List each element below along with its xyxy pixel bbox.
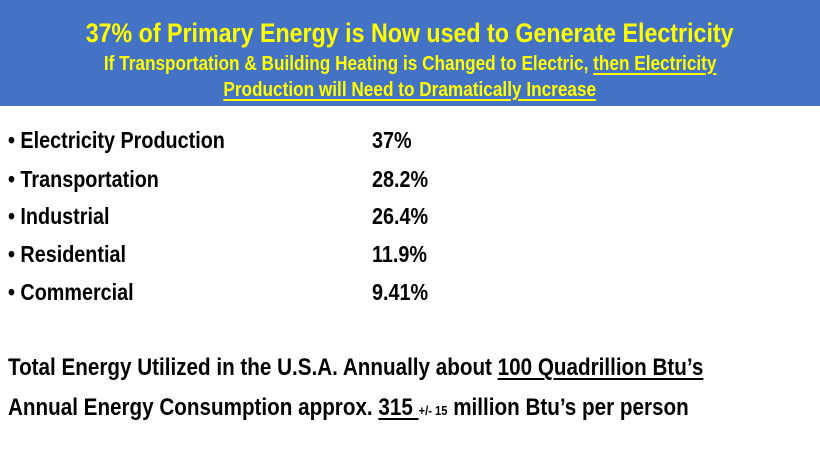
total-energy-line: Total Energy Utilized in the U.S.A. Annu…	[8, 354, 704, 381]
per-person-line: Annual Energy Consumption approx. 315 +/…	[8, 394, 689, 421]
slide-title: 37% of Primary Energy is Now used to Gen…	[86, 18, 734, 48]
subtitle-text: If Transportation & Building Heating is …	[103, 53, 593, 75]
subtitle-emphasis: then Electricity	[592, 53, 717, 75]
title-banner: 37% of Primary Energy is Now used to Gen…	[0, 0, 820, 106]
subtitle-line-2: Production will Need to Dramatically Inc…	[223, 79, 597, 101]
subtitle-line-1: If Transportation & Building Heating is …	[104, 52, 717, 76]
